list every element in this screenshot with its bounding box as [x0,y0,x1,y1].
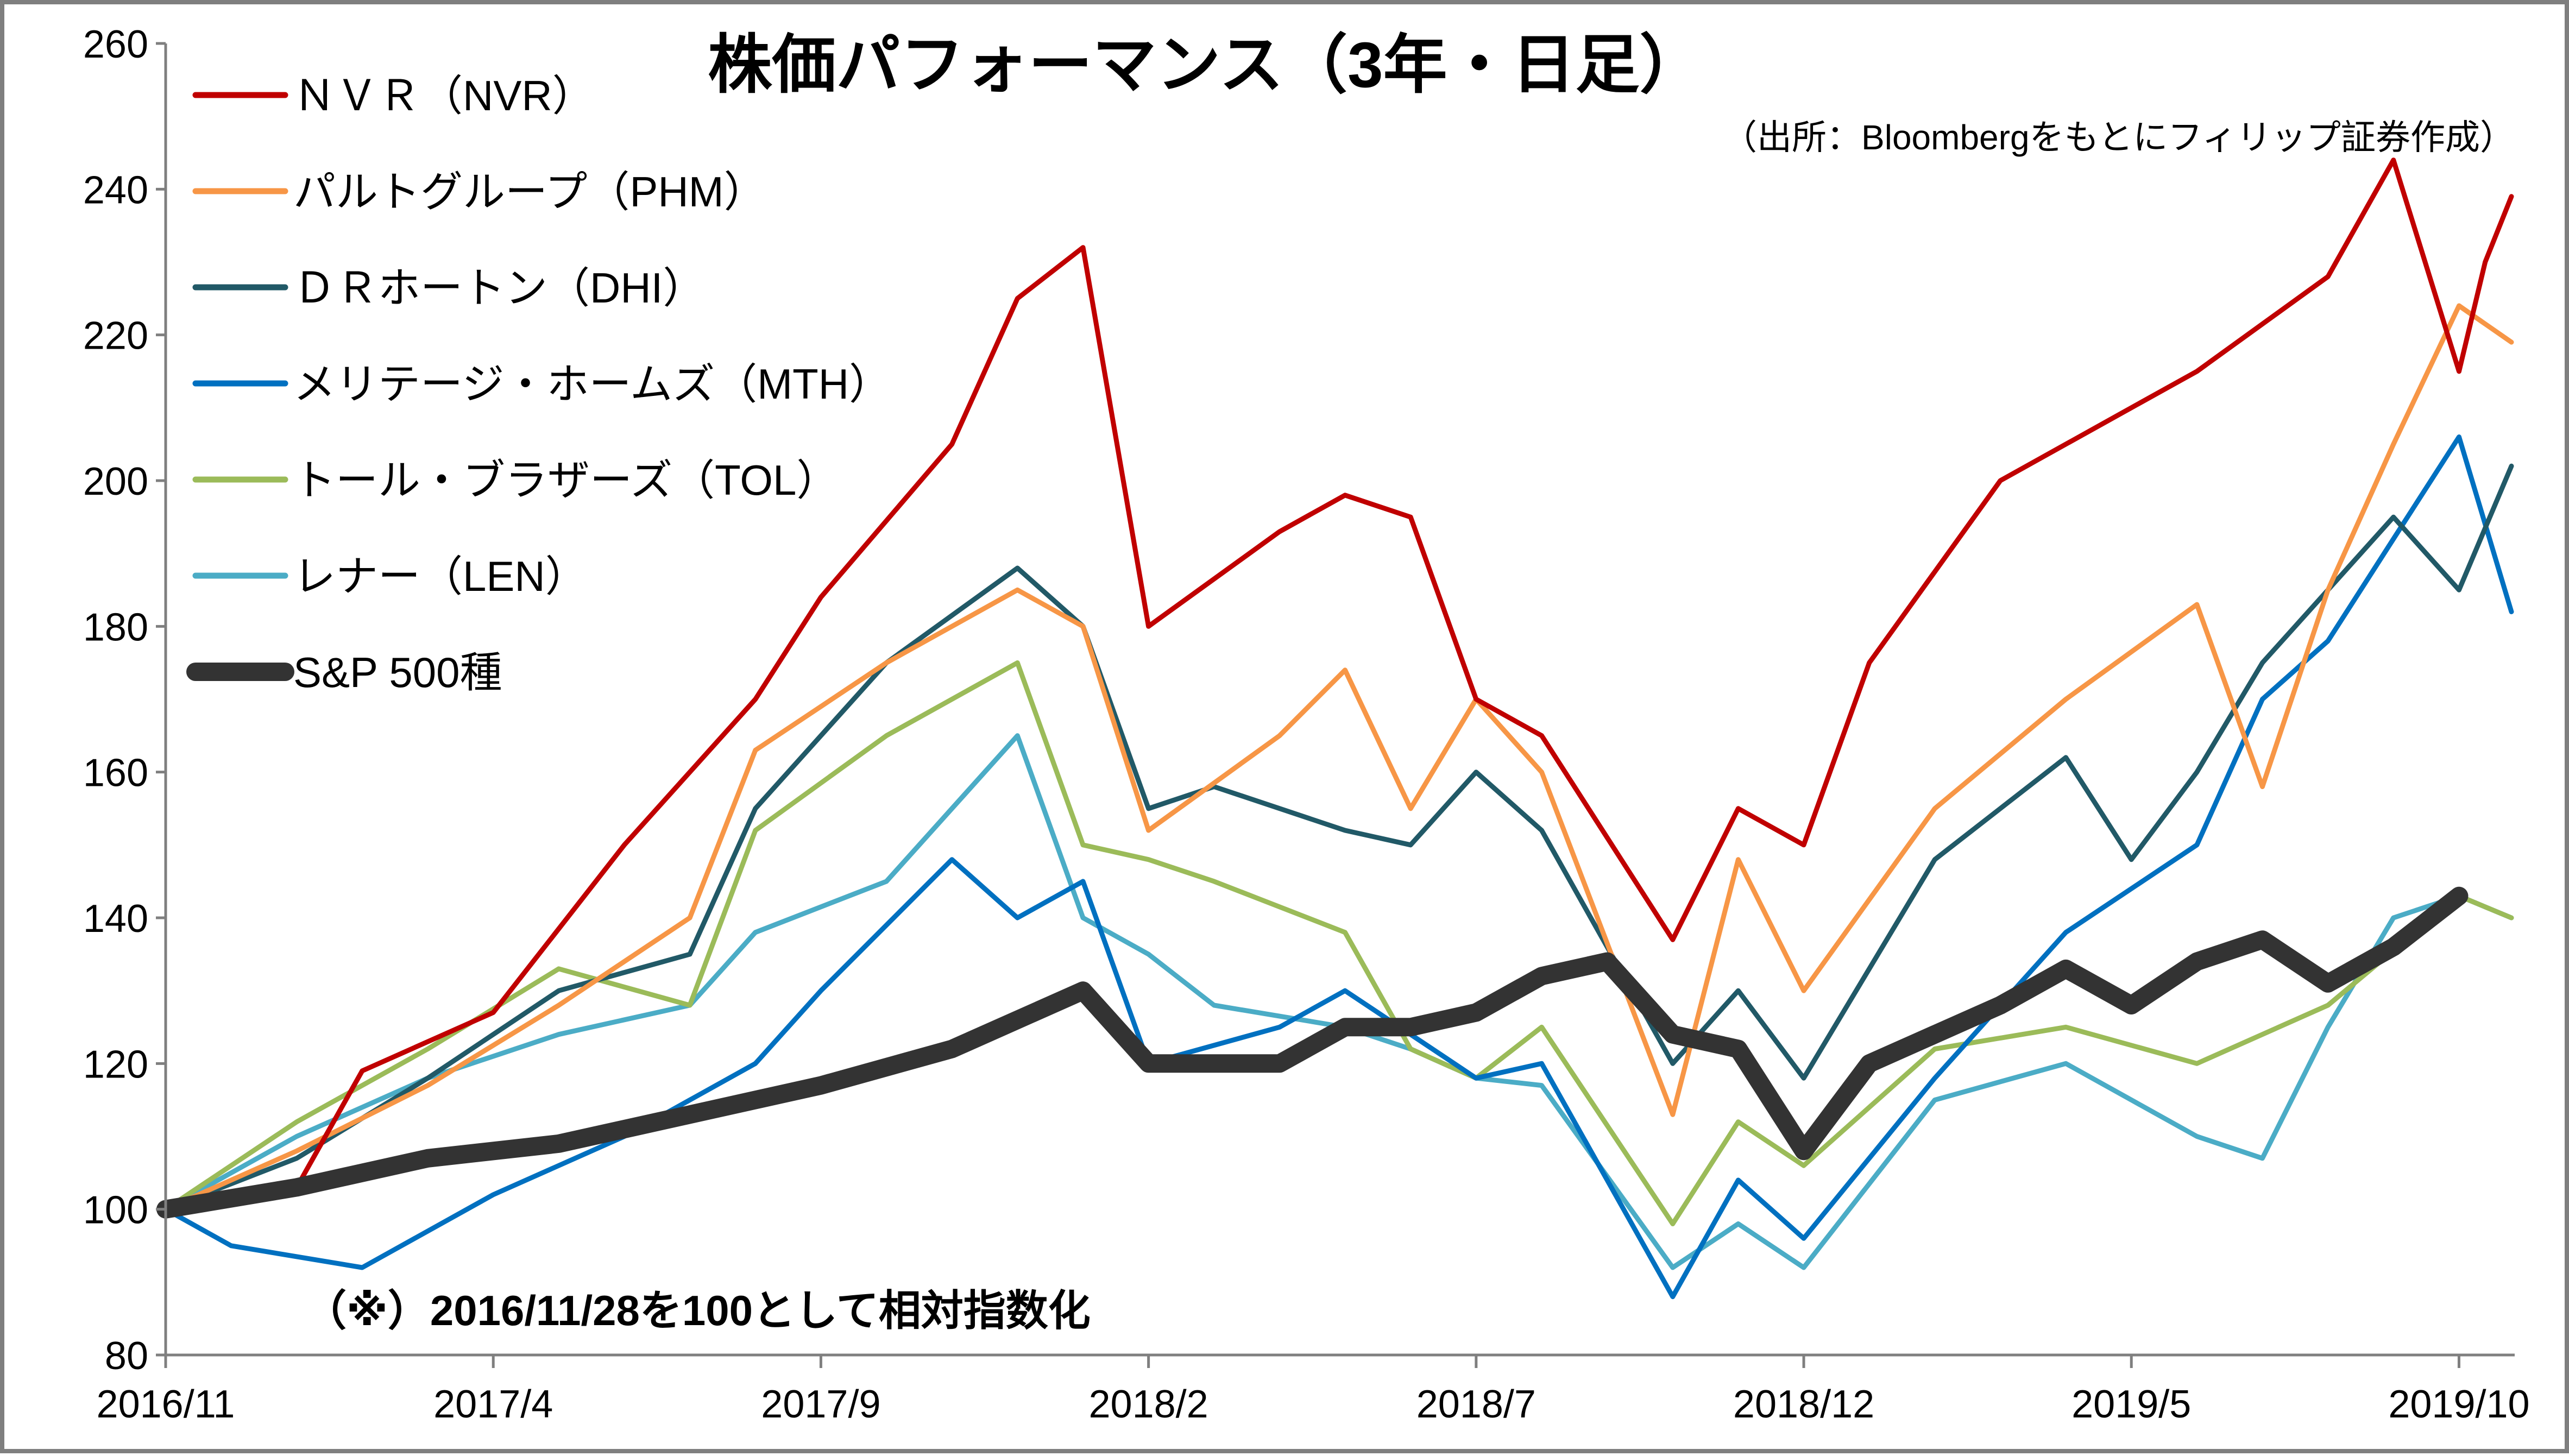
x-tick-label: 2017/4 [433,1383,553,1426]
legend-label-2: ＤＲホートン（DHI） [293,264,705,312]
legend-label-5: レナー（LEN） [293,552,588,600]
y-tick-label: 200 [83,460,148,503]
y-tick-label: 120 [83,1043,148,1086]
x-tick-label: 2019/5 [2071,1383,2191,1426]
chart-title: 株価パフォーマンス（3年・日足） [708,29,1703,101]
legend-label-6: S&P 500種 [293,648,502,696]
x-tick-label: 2017/9 [761,1383,880,1426]
series-line-0 [163,157,2514,1212]
legend: ＮＶＲ（NVR） パルトグループ（PHM） ＤＲホートン（DHI） メリテージ・ホーム… [186,72,891,696]
x-tick-label: 2018/7 [1416,1383,1536,1426]
x-tick-label: 2018/2 [1089,1383,1208,1426]
y-tick-label: 80 [105,1334,148,1378]
series-line-1 [163,303,2514,1212]
series-line-2 [163,463,2514,1212]
index-note: （※）2016/11/28を100として相対指数化 [304,1287,1091,1334]
legend-label-1: パルトグループ（PHM） [293,168,766,216]
y-tick-label: 140 [83,897,148,941]
y-tick-label: 220 [83,314,148,358]
axes-layer: 80 100 120 140 160 180 200 220 240 260 2016/11 2017… [83,23,2530,1426]
series-line-4 [163,660,2514,1226]
y-tick-label: 100 [83,1189,148,1232]
series-line-6 [156,886,2469,1219]
y-tick-label: 240 [83,168,148,212]
series-layer [156,157,2514,1300]
source-note: （出所：Bloombergをもとにフィリップ証券作成） [1722,118,2515,157]
y-tick-label: 160 [83,752,148,795]
legend-label-4: トール・ブラザーズ（TOL） [293,456,839,504]
x-tick-label: 2016/11 [97,1383,235,1426]
y-tick-label: 260 [83,23,148,66]
y-tick-label: 180 [83,606,148,649]
x-tick-label: 2018/12 [1733,1383,1874,1426]
legend-label-3: メリテージ・ホームズ（MTH） [293,360,891,408]
legend-label-0: ＮＶＲ（NVR） [293,72,595,119]
x-tick-label: 2019/10 [2388,1383,2529,1426]
